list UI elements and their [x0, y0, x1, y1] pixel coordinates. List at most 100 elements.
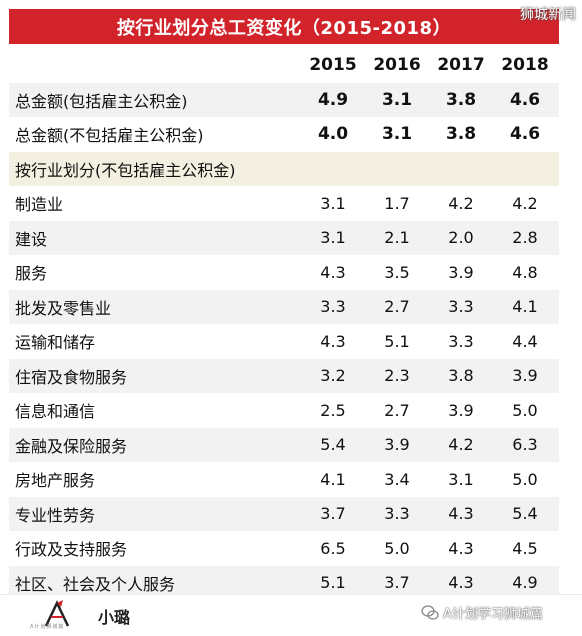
value-cell: 3.3 — [448, 331, 474, 351]
value-cell: 3.3 — [448, 297, 474, 317]
value-cell: 5.4 — [320, 435, 346, 455]
row-label: 专业性劳务 — [15, 505, 96, 525]
value-cell: 5.1 — [384, 331, 410, 351]
logo-subtext: A计划狮城篇 — [30, 624, 65, 630]
value-cell: 6.3 — [512, 435, 538, 455]
value-cell: 4.2 — [448, 193, 474, 213]
value-cell: 3.1 — [448, 469, 474, 489]
value-cell: 4.0 — [317, 124, 349, 145]
value-cell: 4.6 — [509, 124, 541, 145]
value-cell: 5.0 — [512, 469, 538, 489]
year-header: 2017 — [437, 55, 485, 75]
table-title-text: 按行业划分总工资变化（2015-2018） — [116, 17, 452, 39]
value-cell: 2.5 — [320, 400, 346, 420]
value-cell: 3.9 — [512, 366, 538, 386]
row-label: 总金额(包括雇主公积金) — [15, 91, 188, 111]
value-cell: 3.3 — [320, 297, 346, 317]
value-cell: 3.9 — [384, 435, 410, 455]
value-cell: 3.5 — [384, 262, 410, 282]
value-cell: 4.5 — [512, 538, 538, 558]
year-header: 2016 — [373, 55, 421, 75]
value-cell: 4.3 — [320, 262, 346, 282]
table-row: 信息和通信 2.5 2.7 3.9 5.0 — [9, 394, 559, 428]
value-cell: 3.8 — [445, 124, 477, 145]
table-row: 住宿及食物服务 3.2 2.3 3.8 3.9 — [9, 359, 559, 394]
value-cell: 6.5 — [320, 538, 346, 558]
value-cell: 4.6 — [509, 89, 541, 110]
table-row: 制造业 3.1 1.7 4.2 4.2 — [9, 187, 559, 221]
value-cell: 3.7 — [320, 504, 346, 524]
table-row: 运输和储存 4.3 5.1 3.3 4.4 — [9, 325, 559, 359]
wechat-account-name: A计划学习狮城篇 — [443, 607, 543, 622]
year-header: 2015 — [309, 55, 357, 75]
value-cell: 3.8 — [448, 366, 474, 386]
value-cell: 3.7 — [384, 573, 410, 593]
footer-bar: A计划狮城篇 小璐 A计划学习狮城篇 — [0, 594, 582, 636]
value-cell: 4.2 — [448, 435, 474, 455]
year-header: 2018 — [501, 55, 549, 75]
wechat-icon — [421, 604, 439, 620]
value-cell: 4.3 — [448, 573, 474, 593]
value-cell: 3.9 — [448, 262, 474, 282]
row-label: 行政及支持服务 — [15, 540, 128, 560]
value-cell: 5.1 — [320, 573, 346, 593]
row-label: 房地产服务 — [15, 471, 96, 491]
brand-name: 小璐 — [98, 608, 131, 627]
table-header-row: 2015 2016 2017 2018 — [9, 48, 559, 83]
row-label: 按行业划分(不包括雇主公积金) — [15, 160, 236, 180]
row-label: 金融及保险服务 — [15, 436, 128, 456]
value-cell: 2.8 — [512, 228, 538, 248]
value-cell: 3.4 — [384, 469, 410, 489]
wage-table: 2015 2016 2017 2018 总金额(包括雇主公积金) 4.9 3.1 3.… — [9, 48, 559, 601]
value-cell: 2.1 — [384, 228, 410, 248]
value-cell: 2.0 — [448, 228, 474, 248]
value-cell: 3.1 — [381, 124, 413, 145]
value-cell: 3.2 — [320, 366, 346, 386]
value-cell: 4.3 — [448, 504, 474, 524]
value-cell: 3.9 — [448, 400, 474, 420]
section-row: 按行业划分(不包括雇主公积金) — [9, 152, 559, 187]
row-label: 信息和通信 — [15, 402, 96, 422]
table-body: 总金额(包括雇主公积金) 4.9 3.1 3.8 4.6 总金额(不包括雇主公积金) 4.0… — [9, 83, 559, 601]
value-cell: 5.0 — [384, 538, 410, 558]
table-row: 行政及支持服务 6.5 5.0 4.3 4.5 — [9, 532, 559, 566]
value-cell: 4.8 — [512, 262, 538, 282]
value-cell: 3.1 — [320, 228, 346, 248]
value-cell: 4.3 — [320, 331, 346, 351]
table-row: 金融及保险服务 5.4 3.9 4.2 6.3 — [9, 428, 559, 463]
table-row: 建设 3.1 2.1 2.0 2.8 — [9, 221, 559, 256]
value-cell: 3.3 — [384, 504, 410, 524]
row-label: 建设 — [15, 229, 48, 249]
value-cell: 4.9 — [317, 89, 349, 110]
row-label: 制造业 — [15, 195, 64, 215]
table-row: 房地产服务 4.1 3.4 3.1 5.0 — [9, 463, 559, 497]
table-title: 按行业划分总工资变化（2015-2018） — [9, 9, 559, 44]
a-logo-icon — [44, 600, 70, 627]
table-row: 总金额(包括雇主公积金) 4.9 3.1 3.8 4.6 — [9, 83, 559, 118]
table-row: 服务 4.3 3.5 3.9 4.8 — [9, 256, 559, 290]
value-cell: 4.3 — [448, 538, 474, 558]
row-label: 服务 — [15, 264, 48, 284]
row-label: 社区、社会及个人服务 — [15, 574, 176, 594]
value-cell: 4.1 — [512, 297, 538, 317]
value-cell: 3.1 — [381, 89, 413, 110]
value-cell: 5.0 — [512, 400, 538, 420]
value-cell: 3.1 — [320, 193, 346, 213]
watermark-text: 狮城新闻 — [520, 7, 576, 23]
row-label: 运输和储存 — [15, 333, 96, 353]
row-label: 住宿及食物服务 — [15, 367, 128, 387]
value-cell: 4.9 — [512, 573, 538, 593]
wechat-account: A计划学习狮城篇 — [421, 603, 543, 622]
value-cell: 2.7 — [384, 297, 410, 317]
value-cell: 3.8 — [445, 89, 477, 110]
value-cell: 4.1 — [320, 469, 346, 489]
value-cell: 4.2 — [512, 193, 538, 213]
row-label: 总金额(不包括雇主公积金) — [15, 126, 204, 146]
value-cell: 2.3 — [384, 366, 410, 386]
value-cell: 4.4 — [512, 331, 538, 351]
table-row: 专业性劳务 3.7 3.3 4.3 5.4 — [9, 497, 559, 532]
value-cell: 1.7 — [384, 193, 410, 213]
table-row: 总金额(不包括雇主公积金) 4.0 3.1 3.8 4.6 — [9, 118, 559, 152]
row-label: 批发及零售业 — [15, 298, 112, 318]
value-cell: 5.4 — [512, 504, 538, 524]
